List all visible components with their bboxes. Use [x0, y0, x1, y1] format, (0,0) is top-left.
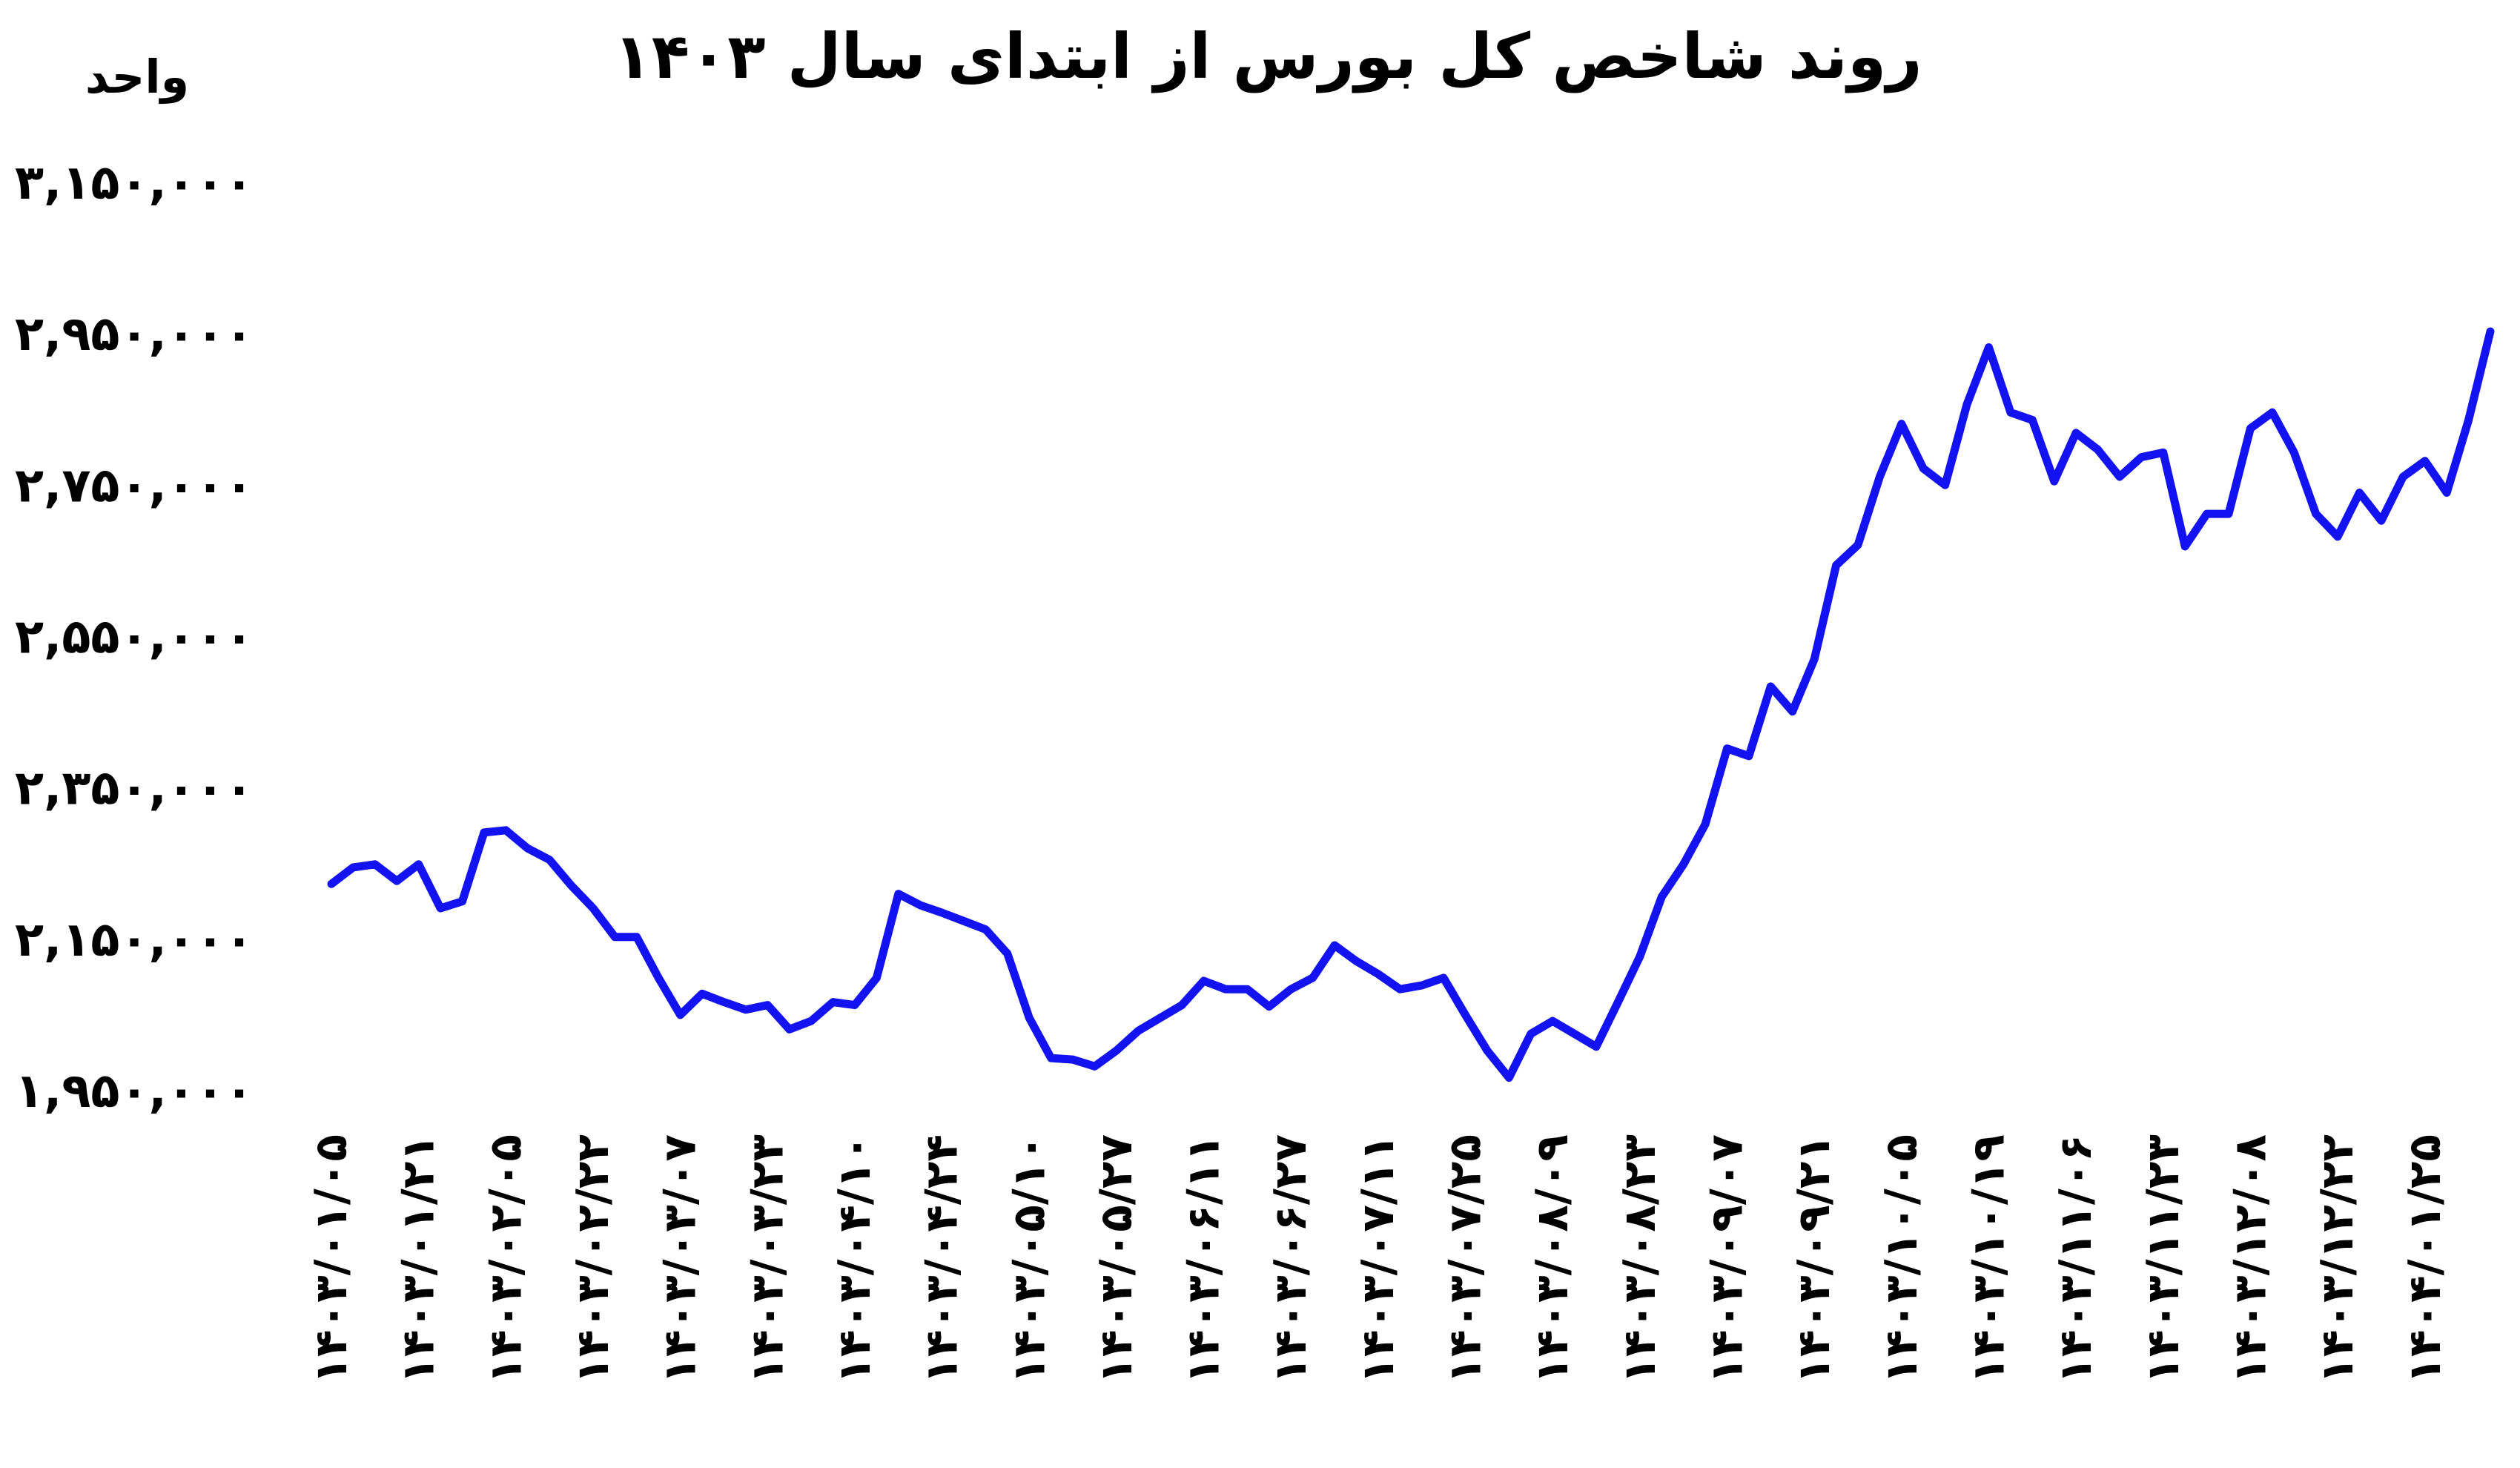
x-tick-label: ۱۴۰۳/۰۲/۰۵	[480, 1134, 532, 1384]
x-tick-label: ۱۴۰۳/۰۱/۰۵	[305, 1134, 357, 1384]
y-tick-label: ۲,۷۵۰,۰۰۰	[15, 458, 254, 513]
x-tick-label: ۱۴۰۳/۰۵/۱۰	[1003, 1134, 1055, 1384]
y-tick-label: ۲,۳۵۰,۰۰۰	[15, 761, 254, 816]
y-tick-label: ۲,۱۵۰,۰۰۰	[15, 913, 254, 968]
x-tick-label: ۱۴۰۳/۱۱/۰۶	[2050, 1134, 2102, 1384]
y-tick-label: ۱,۹۵۰,۰۰۰	[15, 1064, 254, 1119]
x-tick-label: ۱۴۰۳/۰۹/۰۷	[1702, 1134, 1753, 1384]
y-tick-label: ۲,۹۵۰,۰۰۰	[15, 307, 254, 362]
x-tick-label: ۱۴۰۳/۱۱/۲۳	[2137, 1134, 2189, 1384]
x-tick-label: ۱۴۰۳/۰۷/۱۱	[1352, 1134, 1404, 1384]
x-tick-label: ۱۴۰۴/۰۱/۲۵	[2399, 1134, 2451, 1384]
x-tick-label: ۱۴۰۳/۱۰/۱۹	[1962, 1134, 2014, 1384]
y-tick-label: ۲,۵۵۰,۰۰۰	[15, 610, 254, 665]
x-tick-label: ۱۴۰۳/۰۴/۱۰	[829, 1134, 881, 1384]
x-tick-label: ۱۴۰۳/۰۱/۲۱	[393, 1134, 445, 1384]
x-tick-label: ۱۴۰۳/۱۲/۲۲	[2312, 1134, 2364, 1384]
y-axis-label: واحد	[85, 50, 189, 104]
x-tick-label: ۱۴۰۳/۰۳/۲۳	[741, 1134, 793, 1384]
x-tick-label: ۱۴۰۳/۰۶/۱۱	[1178, 1134, 1230, 1384]
x-tick-label: ۱۴۰۳/۰۸/۰۹	[1527, 1134, 1578, 1384]
x-tick-label: ۱۴۰۳/۰۸/۲۳	[1614, 1134, 1666, 1384]
x-tick-label: ۱۴۰۳/۰۷/۲۵	[1440, 1134, 1492, 1384]
index-line	[327, 327, 2495, 1082]
y-tick-label: ۳,۱۵۰,۰۰۰	[15, 156, 254, 211]
x-tick-label: ۱۴۰۳/۰۵/۲۷	[1091, 1134, 1142, 1384]
x-tick-label: ۱۴۰۳/۰۳/۰۷	[655, 1134, 707, 1384]
chart-title: روند شاخص کل بورس از ابتدای سال ۱۴۰۳	[613, 20, 1922, 93]
x-tick-label: ۱۴۰۳/۱۲/۰۸	[2224, 1134, 2276, 1384]
x-tick-label: ۱۴۰۳/۰۲/۲۲	[567, 1134, 619, 1384]
x-tick-label: ۱۴۰۳/۱۰/۰۵	[1876, 1134, 1928, 1384]
x-tick-label: ۱۴۰۳/۰۴/۲۴	[916, 1134, 968, 1384]
x-tick-label: ۱۴۰۳/۰۶/۲۷	[1265, 1134, 1317, 1384]
x-tick-label: ۱۴۰۳/۰۹/۲۱	[1788, 1134, 1840, 1384]
